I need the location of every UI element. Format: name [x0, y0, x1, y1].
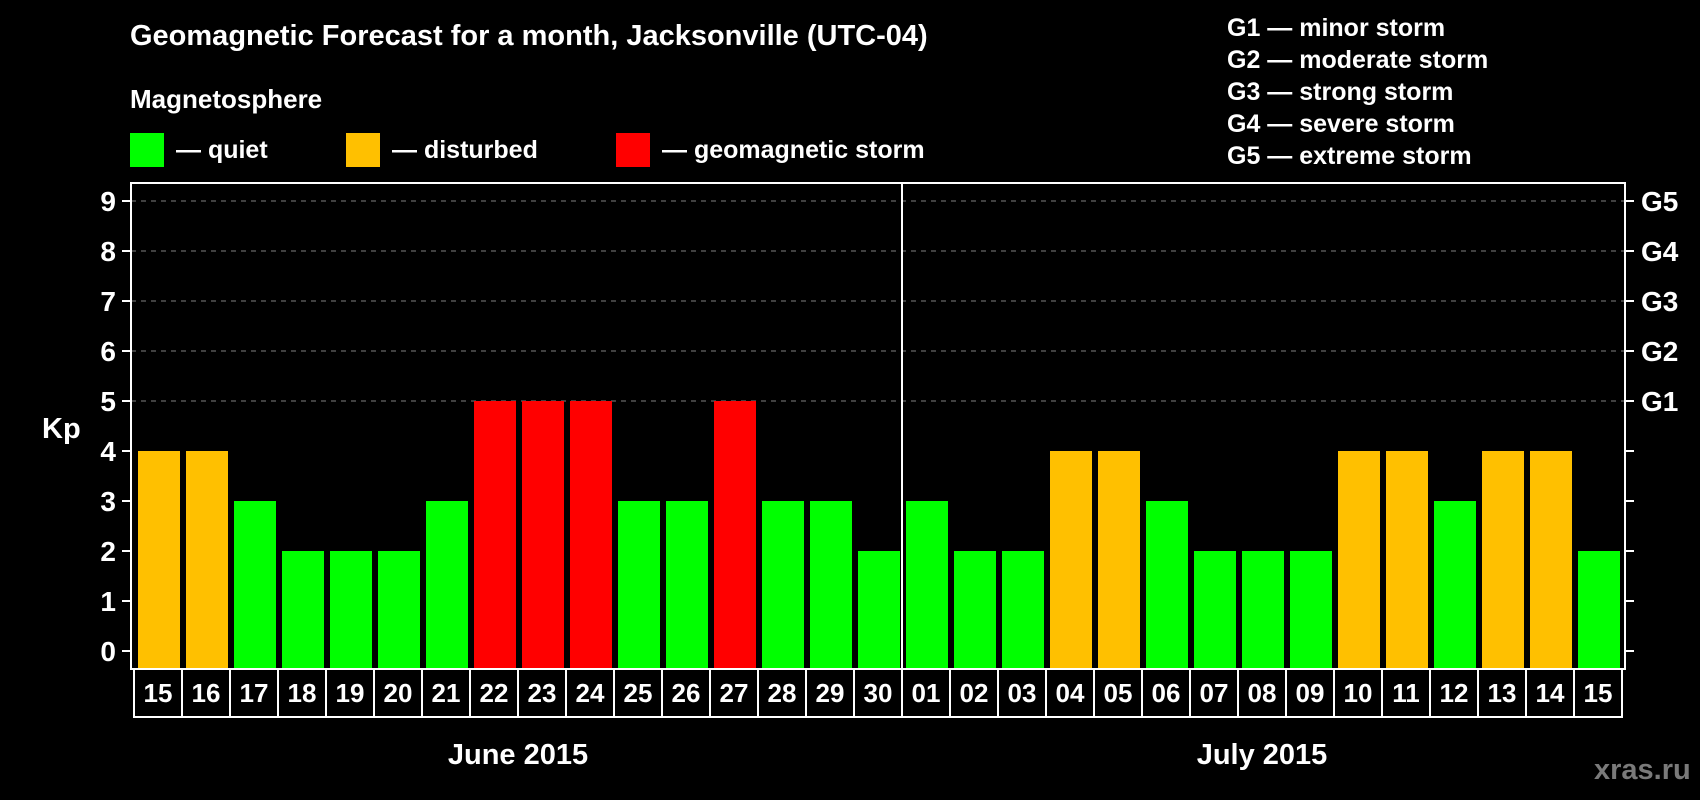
bar-quiet [666, 501, 708, 669]
date-label: 15 [144, 678, 173, 708]
date-label: 21 [432, 678, 461, 708]
y-tick-label: 5 [100, 386, 116, 417]
date-label: 02 [960, 678, 989, 708]
date-label: 01 [912, 678, 941, 708]
bar-storm [522, 401, 564, 669]
month-label: June 2015 [448, 739, 588, 771]
bar-disturbed [1098, 451, 1140, 669]
bar-disturbed [1530, 451, 1572, 669]
bar-quiet [1002, 551, 1044, 669]
bar-quiet [426, 501, 468, 669]
date-label: 24 [576, 678, 605, 708]
bar-disturbed [186, 451, 228, 669]
y-tick-label: 7 [100, 286, 116, 317]
bar-quiet [234, 501, 276, 669]
bar-quiet [1194, 551, 1236, 669]
month-label: July 2015 [1197, 739, 1328, 771]
date-label: 27 [720, 678, 749, 708]
bar-quiet [762, 501, 804, 669]
date-label: 03 [1008, 678, 1037, 708]
y-tick-label: 2 [100, 536, 116, 567]
bar-quiet [1434, 501, 1476, 669]
date-label: 11 [1392, 678, 1420, 708]
bar-quiet [858, 551, 900, 669]
y-tick-label: 0 [100, 636, 116, 667]
date-label: 17 [240, 678, 269, 708]
bar-quiet [810, 501, 852, 669]
g-level-label: G2 [1641, 336, 1678, 367]
bar-quiet [954, 551, 996, 669]
bar-disturbed [1482, 451, 1524, 669]
y-tick-label: 8 [100, 236, 116, 267]
date-label: 26 [672, 678, 701, 708]
date-label: 06 [1152, 678, 1181, 708]
date-label: 19 [336, 678, 365, 708]
bar-quiet [1578, 551, 1620, 669]
gridlines [131, 201, 1625, 401]
date-label: 04 [1056, 678, 1085, 708]
date-label: 18 [288, 678, 317, 708]
date-label: 23 [528, 678, 557, 708]
y-tick-label: 1 [100, 586, 116, 617]
bar-quiet [282, 551, 324, 669]
date-label: 10 [1344, 678, 1373, 708]
date-label: 14 [1536, 678, 1565, 708]
bar-storm [714, 401, 756, 669]
bar-quiet [378, 551, 420, 669]
bar-quiet [1146, 501, 1188, 669]
date-label: 12 [1440, 678, 1469, 708]
bar-quiet [618, 501, 660, 669]
y-tick-label: 4 [100, 436, 116, 467]
y-axis-label: Kp [42, 413, 81, 445]
bar-quiet [1290, 551, 1332, 669]
date-label: 15 [1584, 678, 1613, 708]
bar-quiet [330, 551, 372, 669]
bar-disturbed [1050, 451, 1092, 669]
bar-quiet [906, 501, 948, 669]
date-label: 05 [1104, 678, 1133, 708]
date-labels: 15 16 17 18 19 20 21 22 23 24 25 26 27 28 29 30 01 02 03 04… [134, 669, 1622, 771]
g-level-label: G3 [1641, 286, 1678, 317]
y-tick-label: 3 [100, 486, 116, 517]
date-label: 28 [768, 678, 797, 708]
date-label: 09 [1296, 678, 1325, 708]
g-level-label: G4 [1641, 236, 1679, 267]
bar-storm [570, 401, 612, 669]
date-label: 25 [624, 678, 653, 708]
date-label: 30 [864, 678, 893, 708]
date-label: 22 [480, 678, 509, 708]
g-level-label: G1 [1641, 386, 1678, 417]
g-level-label: G5 [1641, 186, 1678, 217]
y-tick-label: 9 [100, 186, 116, 217]
bar-disturbed [1386, 451, 1428, 669]
bar-storm [474, 401, 516, 669]
date-label: 16 [192, 678, 221, 708]
date-label: 08 [1248, 678, 1277, 708]
date-label: 13 [1488, 678, 1517, 708]
date-label: 07 [1200, 678, 1229, 708]
bars [138, 401, 1620, 669]
bar-disturbed [1338, 451, 1380, 669]
date-label: 29 [816, 678, 845, 708]
bar-disturbed [138, 451, 180, 669]
y-tick-label: 6 [100, 336, 116, 367]
date-label: 20 [384, 678, 413, 708]
bar-quiet [1242, 551, 1284, 669]
watermark: xras.ru [1594, 754, 1691, 787]
